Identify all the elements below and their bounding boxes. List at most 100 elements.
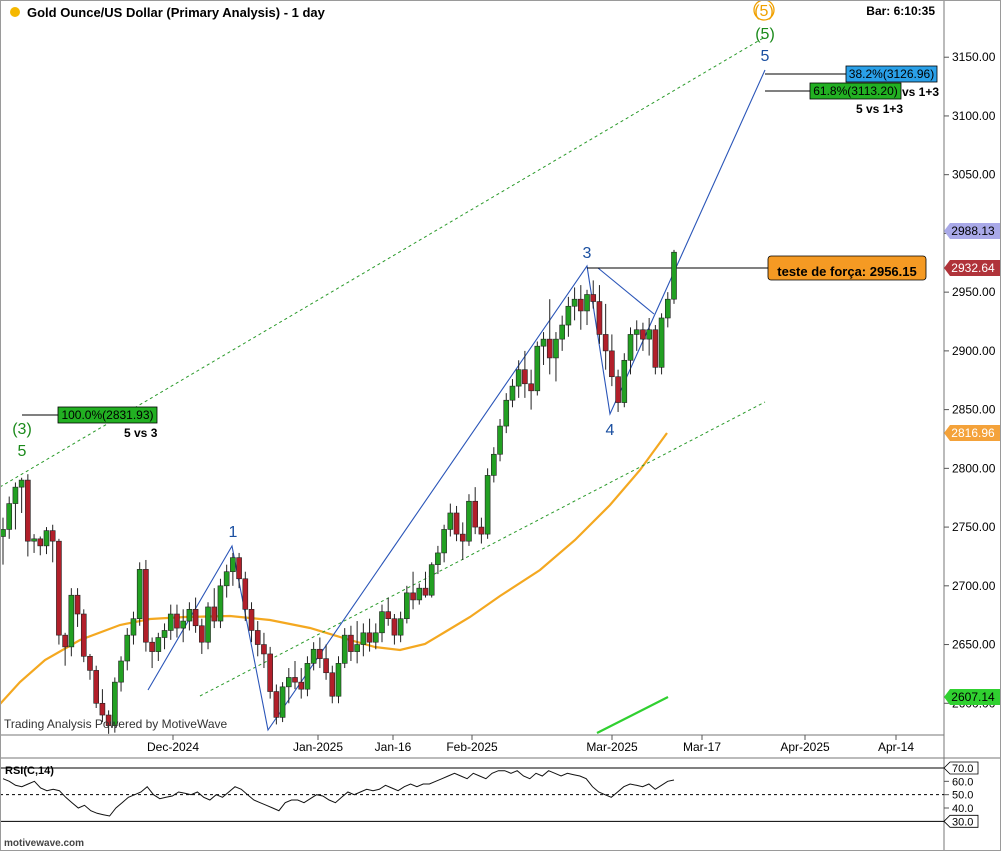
price-tick-label: 2950.00: [952, 285, 996, 299]
candle-body: [447, 512, 454, 530]
candle-body: [410, 592, 416, 601]
price-tag-label: 2988.13: [951, 224, 995, 238]
candle-body: [143, 569, 149, 643]
fib-618-label-box: [809, 82, 902, 100]
candle-body: [578, 298, 584, 312]
price-tag-shape: [944, 260, 1000, 276]
candle-body: [397, 618, 404, 636]
price-tag: 2988.13: [944, 223, 1000, 239]
candle-body: [161, 630, 168, 638]
price-tag-label: 2816.96: [951, 426, 995, 440]
wave-label: (5): [754, 3, 774, 20]
candle-body: [254, 630, 261, 645]
candle-body: [99, 702, 106, 716]
rsi-tick-box: [943, 761, 979, 775]
resistance-label: teste de força: 2956.15: [767, 255, 927, 281]
candle-body: [37, 538, 44, 547]
time-tick-label: Jan-2025: [293, 740, 343, 754]
candle-body: [609, 350, 615, 378]
fib-100-label-text: 100.0%(2831.93): [61, 408, 153, 422]
price-tick-label: 2800.00: [952, 461, 996, 475]
candle-body: [155, 637, 162, 652]
fib-618-label-text: 61.8%(3113.20): [813, 84, 898, 98]
candle-body: [323, 658, 329, 674]
time-tick-label: Jan-16: [375, 740, 412, 754]
candle-body: [652, 329, 659, 368]
rsi-tick-label: 60.0: [952, 776, 973, 788]
wave-sub-line: [597, 267, 655, 315]
candle-body: [87, 655, 93, 671]
candle-body: [248, 609, 255, 631]
price-tick-label: 2700.00: [952, 579, 996, 593]
candle-body: [18, 479, 25, 488]
fib-618-label: 61.8%(3113.20): [809, 82, 902, 100]
wave-label: (5): [755, 26, 775, 43]
time-tick-label: Mar-17: [683, 740, 721, 754]
candle-body: [546, 338, 553, 359]
price-tag: 2607.14: [944, 689, 1000, 705]
wave-label: 5: [761, 48, 770, 65]
watermark-text: Trading Analysis Powered by MotiveWave: [4, 717, 228, 731]
candle-body: [6, 503, 13, 530]
price-tag: 2932.64: [944, 260, 1000, 276]
candle-body: [279, 686, 286, 718]
candle-body: [236, 557, 242, 580]
candle-body: [522, 369, 528, 385]
candle-body: [658, 317, 665, 368]
candle-body: [335, 663, 342, 697]
green-moving-average-line: [596, 696, 669, 734]
price-tag-shape: [944, 223, 1000, 239]
candle-body: [292, 677, 298, 683]
candle-body: [130, 618, 137, 636]
candle-body: [180, 620, 186, 629]
overlay-labels: 38.2%(3126.96) 61.8%(3113.20) 100.0%(2831.…: [12, 0, 939, 541]
rsi-panel: RSI(C,14) 70.060.050.040.030.0: [0, 761, 979, 828]
candle-body: [211, 606, 218, 622]
candle-body: [466, 500, 472, 542]
candle-body: [267, 653, 273, 692]
price-tag-shape: [944, 425, 1000, 441]
price-tick-label: 3150.00: [952, 50, 996, 64]
candle-body: [167, 613, 174, 631]
wave-label: 5: [18, 443, 27, 460]
candle-body: [74, 594, 81, 615]
candle-body: [93, 670, 99, 704]
candle-body: [472, 500, 478, 528]
candle-body: [261, 644, 267, 655]
candle-body: [105, 714, 112, 726]
wave-label: (3): [12, 421, 32, 438]
candle-body: [459, 533, 466, 542]
fib-382-label: 38.2%(3126.96): [845, 65, 938, 83]
price-tag-label: 2932.64: [951, 261, 995, 275]
wave-label: 1: [229, 524, 238, 541]
candle-body: [80, 613, 87, 657]
chart-title: Gold Ounce/US Dollar (Primary Analysis) …: [27, 5, 326, 20]
price-tick-label: 2650.00: [952, 638, 996, 652]
candle-body: [646, 329, 652, 340]
resistance-label-box: [767, 255, 927, 281]
annotation-5vs13: 5 vs 1+3: [856, 102, 903, 116]
candle-body: [553, 338, 559, 359]
candle-body: [217, 585, 224, 622]
candle-body: [503, 399, 510, 427]
price-axis: 3150.003100.003050.003000.002950.002900.…: [944, 50, 1000, 710]
candle-body: [372, 632, 379, 643]
price-tick-label: 3100.00: [952, 109, 996, 123]
candle-body: [49, 530, 56, 542]
time-tick-label: Apr-14: [878, 740, 914, 754]
candle-body: [43, 530, 50, 547]
time-axis: Dec-2024 Jan-2025 Jan-16 Feb-2025 Mar-2025 Ma…: [147, 735, 914, 754]
candle-body: [559, 324, 565, 340]
price-tag-shape: [944, 689, 1000, 705]
title-dot-icon: [10, 7, 20, 17]
rsi-tick-label: 30.0: [952, 816, 973, 828]
candle-body: [31, 538, 37, 542]
candle-body: [192, 609, 199, 627]
bar-timer: Bar: 6:10:35: [866, 4, 935, 18]
candle-body: [205, 606, 211, 643]
time-tick-label: Mar-2025: [586, 740, 638, 754]
candle-body: [584, 294, 590, 312]
candle-body: [441, 529, 447, 554]
